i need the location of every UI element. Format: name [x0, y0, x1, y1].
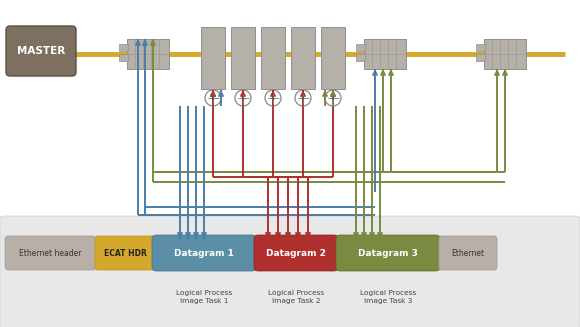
- FancyBboxPatch shape: [254, 235, 338, 271]
- Bar: [201, 27, 225, 89]
- Text: Logical Process
Image Task 1: Logical Process Image Task 1: [176, 290, 232, 304]
- Text: MASTER: MASTER: [17, 46, 65, 56]
- Bar: [119, 44, 128, 51]
- Circle shape: [235, 90, 251, 106]
- FancyBboxPatch shape: [439, 236, 497, 270]
- Circle shape: [295, 90, 311, 106]
- Bar: [321, 27, 345, 89]
- FancyBboxPatch shape: [0, 216, 580, 327]
- Text: Datagram 2: Datagram 2: [266, 249, 326, 257]
- Bar: [261, 27, 285, 89]
- Bar: [476, 54, 485, 61]
- FancyBboxPatch shape: [6, 26, 76, 76]
- FancyBboxPatch shape: [95, 236, 155, 270]
- Bar: [476, 44, 485, 51]
- Text: ECAT HDR: ECAT HDR: [104, 249, 146, 257]
- FancyBboxPatch shape: [5, 236, 96, 270]
- Bar: [356, 44, 365, 51]
- Bar: [356, 54, 365, 61]
- Bar: [231, 27, 255, 89]
- Text: Logical Process
Image Task 3: Logical Process Image Task 3: [360, 290, 416, 304]
- Text: Ethernet header: Ethernet header: [19, 249, 82, 257]
- Text: Datagram 1: Datagram 1: [174, 249, 234, 257]
- Circle shape: [325, 90, 341, 106]
- Bar: [484, 39, 526, 69]
- Bar: [119, 54, 128, 61]
- Bar: [364, 39, 406, 69]
- Circle shape: [205, 90, 221, 106]
- Text: Ethernet: Ethernet: [451, 249, 484, 257]
- Bar: [291, 27, 315, 89]
- Text: Datagram 3: Datagram 3: [358, 249, 418, 257]
- Text: Logical Process
Image Task 2: Logical Process Image Task 2: [268, 290, 324, 304]
- Bar: [127, 39, 169, 69]
- FancyBboxPatch shape: [152, 235, 256, 271]
- FancyBboxPatch shape: [336, 235, 440, 271]
- Circle shape: [265, 90, 281, 106]
